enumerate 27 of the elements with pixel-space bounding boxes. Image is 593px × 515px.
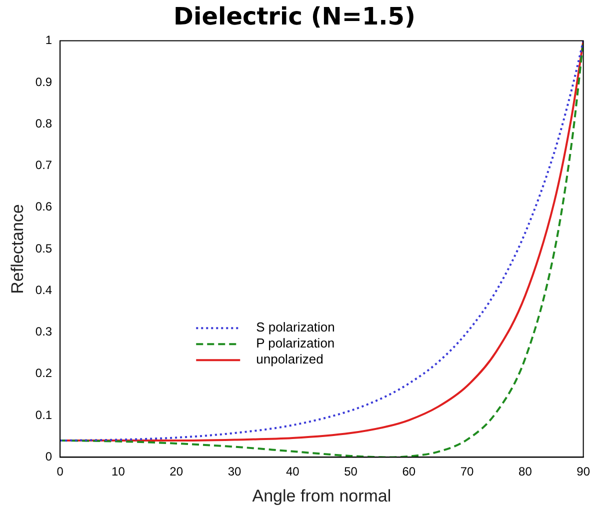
x-tick-label: 50 — [344, 464, 358, 479]
x-tick-label: 70 — [460, 464, 474, 479]
y-tick-label: 0.5 — [35, 241, 52, 256]
x-tick-label: 40 — [286, 464, 300, 479]
y-tick-label: 0.9 — [35, 74, 52, 89]
x-tick-label: 80 — [518, 464, 532, 479]
legend-label: S polarization — [256, 320, 335, 335]
x-tick-label: 20 — [170, 464, 184, 479]
x-tick-label: 90 — [576, 464, 590, 479]
y-tick-label: 0.1 — [35, 408, 52, 422]
y-tick-label: 0.4 — [35, 282, 52, 297]
x-tick-label: 10 — [112, 464, 126, 479]
x-tick-label: 60 — [402, 464, 416, 479]
y-tick-label: 0.7 — [35, 158, 52, 172]
x-tick-label: 30 — [228, 464, 242, 479]
y-tick-label: 0.8 — [35, 116, 52, 130]
y-axis-title: Reflectance — [8, 204, 27, 294]
y-tick-label: 0.6 — [35, 200, 52, 214]
x-tick-label: 0 — [56, 464, 64, 479]
y-tick-label: 0.2 — [35, 366, 52, 380]
x-axis-title: Angle from normal — [252, 486, 392, 506]
y-tick-label: 0.3 — [35, 324, 52, 339]
y-tick-label: 1 — [45, 33, 52, 48]
legend-label: unpolarized — [256, 352, 324, 367]
chart-title: Dielectric (N=1.5) — [174, 2, 416, 31]
legend-label: P polarization — [256, 336, 335, 351]
y-tick-label: 0 — [45, 450, 52, 464]
